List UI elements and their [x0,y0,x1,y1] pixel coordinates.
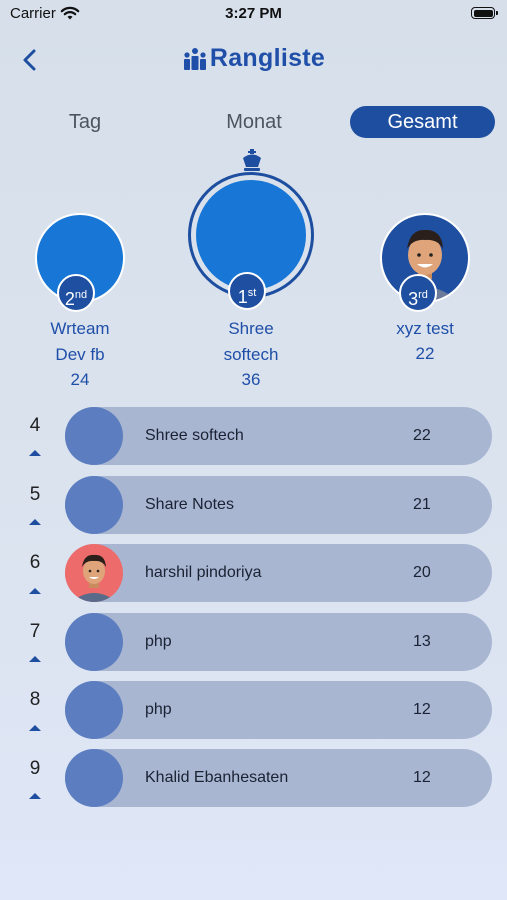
leaderboard-row[interactable]: harshil pindoriya 20 [65,544,492,602]
row-rank: 9 [29,758,41,779]
second-place-name: Wrteam Dev fb [50,319,110,364]
user-cartoon-icon [71,554,117,602]
leaderboard-row[interactable]: Share Notes 21 [65,476,492,534]
rank-up-icon [29,450,41,456]
first-place-name: Shree softech [223,319,279,364]
avatar [65,407,123,465]
row-rank: 5 [29,484,41,505]
row-score: 20 [413,564,431,581]
second-rank-badge: 2nd [57,274,95,312]
rank-up-icon [29,725,41,731]
row-name: harshil pindoriya [145,564,262,581]
avatar [65,613,123,671]
row-rank: 4 [29,415,41,436]
battery-icon [471,7,498,19]
avatar [65,681,123,739]
leaderboard-row[interactable]: Shree softech 22 [65,407,492,465]
row-score: 12 [413,769,431,786]
leaderboard-row[interactable]: Khalid Ebanhesaten 12 [65,749,492,807]
third-place-score: 22 [415,344,435,363]
leaderboard-row[interactable]: php 13 [65,613,492,671]
rank-up-icon [29,588,41,594]
tab-gesamt[interactable]: Gesamt [350,106,495,138]
row-name: Khalid Ebanhesaten [145,769,289,786]
rank-up-icon [29,793,41,799]
first-rank-badge: 1st [228,272,266,310]
third-place-name: xyz test [396,319,454,338]
leaderboard-icon [183,47,206,70]
tab-tag[interactable]: Tag [68,111,102,133]
row-score: 21 [413,496,431,513]
second-place-score: 24 [70,370,90,389]
crown-icon [243,149,261,171]
tab-monat[interactable]: Monat [226,111,282,133]
status-time: 3:27 PM [225,5,282,22]
row-rank: 7 [29,621,41,642]
first-place-score: 36 [241,370,261,389]
avatar [65,544,123,602]
back-arrow-icon[interactable] [18,46,46,74]
row-rank: 8 [29,689,41,710]
page-title: Rangliste [209,44,326,72]
third-rank-badge: 3rd [399,274,437,312]
avatar [65,749,123,807]
row-name: Shree softech [145,427,244,444]
wifi-icon [60,6,80,20]
row-name: php [145,633,172,650]
avatar [65,476,123,534]
row-score: 22 [413,427,431,444]
row-name: php [145,701,172,718]
row-score: 12 [413,701,431,718]
rank-up-icon [29,519,41,525]
status-carrier: Carrier [10,5,56,22]
row-score: 13 [413,633,431,650]
rank-up-icon [29,656,41,662]
first-place-avatar[interactable] [196,180,306,290]
row-name: Share Notes [145,496,234,513]
page-header: Rangliste [0,44,507,73]
row-rank: 6 [29,552,41,573]
leaderboard-row[interactable]: php 12 [65,681,492,739]
